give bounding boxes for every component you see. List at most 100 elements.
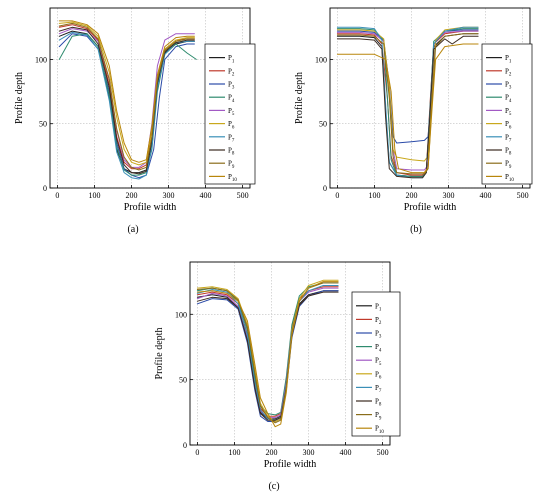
legend-label-main: P [505, 133, 509, 141]
legend-label-sub: 7 [379, 389, 382, 394]
legend-box [204, 43, 256, 185]
panel-caption: (a) [127, 224, 138, 235]
x-tick-label: 300 [443, 191, 455, 200]
legend-label-main: P [505, 67, 509, 75]
series-line-P3 [336, 29, 479, 144]
legend-label-main: P [228, 107, 232, 115]
legend-label-sub: 9 [232, 165, 235, 170]
legend-label-main: P [505, 160, 509, 168]
y-tick-label: 50 [39, 120, 47, 129]
x-tick-label: 0 [335, 191, 339, 200]
legend-label-P7: P7 [228, 133, 235, 143]
legend-label-sub: 10 [509, 178, 515, 183]
legend-label-P6: P6 [375, 370, 382, 380]
legend-label-sub: 5 [379, 362, 382, 367]
x-tick-label: 300 [303, 448, 315, 457]
x-tick-label: 0 [55, 191, 59, 200]
legend-label-sub: 4 [379, 348, 382, 353]
series-line-P2 [336, 30, 479, 176]
legend-label-main: P [505, 81, 509, 89]
x-tick-label: 200 [125, 191, 137, 200]
series-line-P9 [336, 33, 479, 175]
series-line-P4 [196, 282, 339, 416]
legend-label-main: P [505, 173, 509, 181]
x-tick-label: 200 [265, 448, 277, 457]
series-line-P1 [58, 30, 195, 174]
legend-label-main: P [375, 302, 379, 310]
series-line-P5 [196, 287, 339, 419]
legend-label-P7: P7 [505, 133, 512, 143]
x-tick-label: 100 [88, 191, 100, 200]
panel-caption: (c) [268, 481, 279, 492]
legend-label-P6: P6 [505, 120, 512, 130]
legend-label-sub: 5 [509, 112, 512, 117]
legend-label-main: P [505, 107, 509, 115]
series-line-P8 [58, 26, 195, 175]
legend-label-main: P [228, 173, 232, 181]
y-tick-label: 100 [315, 55, 327, 64]
x-tick-label: 400 [340, 448, 352, 457]
x-axis-label: Profile width [264, 459, 317, 470]
legend-label-P4: P4 [505, 94, 512, 104]
legend-label-P2: P2 [228, 67, 235, 77]
legend-label-main: P [228, 120, 232, 128]
legend-label-main: P [375, 370, 379, 378]
legend-label-main: P [505, 54, 509, 62]
series-line-P10 [336, 43, 479, 174]
x-tick-label: 100 [368, 191, 380, 200]
legend-label-P8: P8 [505, 147, 512, 157]
legend-label-main: P [375, 411, 379, 419]
x-tick-label: 200 [405, 191, 417, 200]
series-line-P4 [58, 33, 197, 176]
legend-label-sub: 4 [232, 99, 235, 104]
x-tick-label: 0 [195, 448, 199, 457]
legend-label-P2: P2 [375, 316, 382, 326]
series-line-P6 [336, 26, 479, 162]
series-line-P3 [58, 33, 195, 179]
legend-label-sub: 4 [509, 99, 512, 104]
legend-label-P8: P8 [228, 147, 235, 157]
legend-label-sub: 3 [379, 335, 382, 340]
chart-panel-c: 0 100 200 300 400 500 0 50 100 Profile width Profi… [154, 261, 401, 492]
legend-label-sub: 6 [379, 376, 382, 381]
legend-label-main: P [505, 94, 509, 102]
legend-label-main: P [375, 425, 379, 433]
legend-label-P1: P1 [375, 302, 382, 312]
legend-label-P9: P9 [505, 160, 512, 170]
legend-label-main: P [375, 343, 379, 351]
legend-label-sub: 1 [379, 308, 382, 313]
legend-label-main: P [228, 81, 232, 89]
x-axis-label: Profile width [124, 202, 177, 213]
y-tick-label: 50 [319, 120, 327, 129]
legend-label-P3: P3 [505, 81, 512, 91]
series-line-P8 [336, 35, 479, 179]
series-line-P6 [196, 279, 339, 422]
series-line-P4 [336, 28, 479, 177]
x-tick-label: 500 [517, 191, 529, 200]
series-line-P10 [58, 20, 195, 163]
series-line-P1 [336, 33, 479, 177]
x-tick-label: 500 [237, 191, 249, 200]
legend-label-P3: P3 [228, 81, 235, 91]
legend-label-P4: P4 [228, 94, 235, 104]
legend-label-main: P [228, 94, 232, 102]
y-tick-label: 100 [35, 55, 47, 64]
series-line-P7 [196, 285, 339, 421]
legend-label-sub: 6 [509, 125, 512, 130]
y-axis-label: Profile depth [294, 72, 305, 124]
legend-label-P5: P5 [505, 107, 512, 117]
x-tick-label: 100 [228, 448, 240, 457]
legend-box [351, 291, 401, 437]
x-tick-label: 500 [377, 448, 389, 457]
series-line-P6 [58, 21, 195, 166]
legend-label-main: P [505, 120, 509, 128]
legend-label-main: P [375, 384, 379, 392]
series-line-P1 [196, 290, 339, 420]
x-tick-label: 300 [163, 191, 175, 200]
legend-label-main: P [228, 133, 232, 141]
y-tick-label: 0 [43, 184, 47, 193]
